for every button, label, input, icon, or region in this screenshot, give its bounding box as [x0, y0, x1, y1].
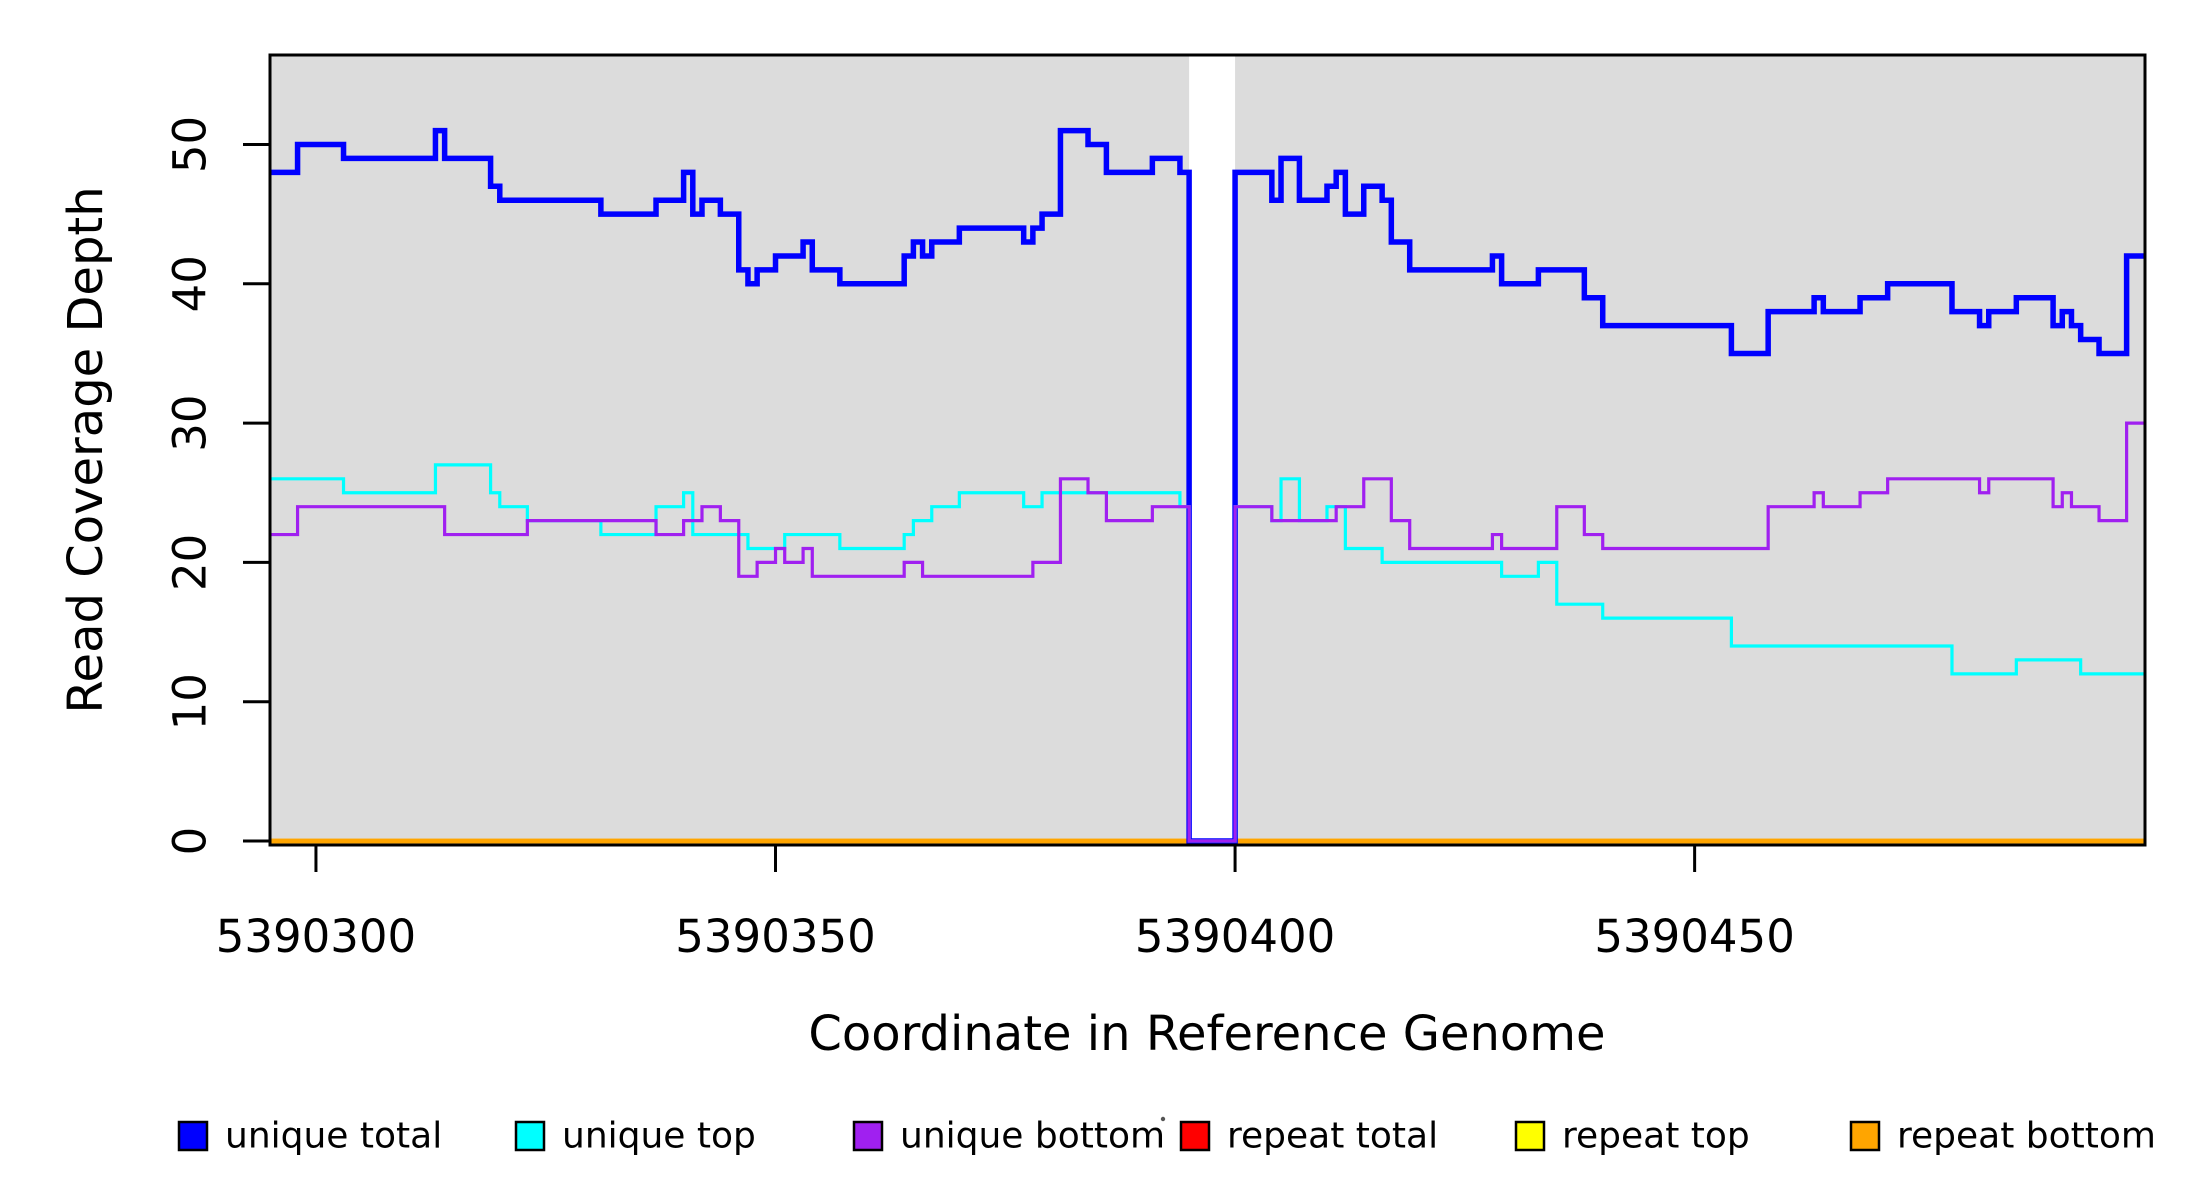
y-tick-label: 0: [164, 827, 217, 856]
legend-label-repeat-top: repeat top: [1562, 1116, 1750, 1157]
legend-swatch-unique-top: [514, 1120, 546, 1152]
stray-dot: [1160, 1116, 1166, 1122]
y-axis-title: Read Coverage Depth: [58, 186, 114, 713]
legend-label-unique-total: unique total: [225, 1116, 442, 1157]
y-tick-label: 30: [164, 394, 217, 451]
legend-label-repeat-total: repeat total: [1227, 1116, 1438, 1157]
plot-frame: [268, 53, 2147, 847]
y-tick-label: 20: [164, 534, 217, 591]
coverage-gap-band: [1189, 55, 1236, 845]
legend-swatch-repeat-top: [1514, 1120, 1546, 1152]
y-tick-label: 50: [164, 116, 217, 173]
series-line-unique-top: [270, 463, 2145, 843]
legend-swatch-unique-bottom: [852, 1120, 884, 1152]
legend-label-unique-bottom: unique bottom: [900, 1116, 1165, 1157]
legend-swatch-repeat-total: [1179, 1120, 1211, 1152]
x-tick-label: 5390450: [1594, 910, 1794, 963]
x-axis-title: Coordinate in Reference Genome: [808, 1006, 1605, 1062]
legend-label-repeat-bottom: repeat bottom: [1897, 1116, 2156, 1157]
series-line-unique-bottom: [270, 421, 2145, 843]
legend-swatch-unique-total: [177, 1120, 209, 1152]
y-tick-label: 40: [164, 255, 217, 312]
y-tick-label: 10: [164, 673, 217, 730]
legend-label-unique-top: unique top: [562, 1116, 756, 1157]
legend-swatch-repeat-bottom: [1849, 1120, 1881, 1152]
x-tick-label: 5390350: [675, 910, 875, 963]
x-tick-label: 5390300: [216, 910, 416, 963]
x-tick-label: 5390400: [1135, 910, 1335, 963]
